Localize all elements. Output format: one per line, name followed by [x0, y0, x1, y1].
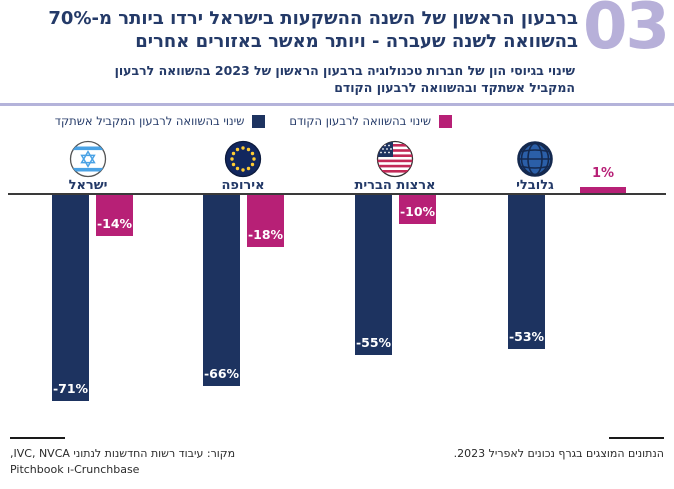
eu-flag-icon [224, 140, 262, 178]
bar-europe-yoy: -66% [203, 195, 240, 386]
subtitle-line-2: המקביל אשתקד ובהשוואה לרבעון הקודם [334, 80, 575, 95]
data-validity-note: הנתונים המוצגים בגרף נכונים לאפריל 2023. [453, 447, 664, 460]
bar-value-label: 1% [591, 166, 615, 181]
page-title: ברבעון הראשון של השנה ההשקעות בישראל ירד… [15, 7, 578, 53]
subtitle-line-1: שינוי בגיוסי הון של חברות טכנולוגיה ברבע… [114, 63, 575, 78]
bar-value-label: -71% [52, 381, 89, 396]
title-line-2: בהשוואה לשנה שעברה - ויותר מאשר באזורים … [135, 31, 578, 52]
source-line-2: Crunchbase-ו Pitchbook [10, 463, 140, 476]
bar-usa-qoq: -10% [399, 195, 436, 224]
bar-value-label: -10% [399, 204, 436, 219]
bar-value-label: -18% [247, 227, 284, 242]
bar-usa-yoy: -55% [355, 195, 392, 355]
legend-swatch-navy-icon [252, 114, 266, 128]
legend-swatch-pink-icon [439, 114, 452, 128]
bar-value-label: -55% [355, 335, 392, 350]
bar-chart: ישראל -71% -14% אירופה -66% -18% [0, 138, 674, 428]
legend-label-qoq: שינוי בהשוואה לרבעון הקודם [289, 114, 431, 128]
lavender-divider [0, 103, 674, 106]
bar-global-yoy: -53% [508, 195, 545, 349]
chart-legend: שינוי בהשוואה לרבעון המקביל אשתקד שינוי … [0, 113, 452, 129]
bar-israel-yoy: -71% [52, 195, 89, 401]
bar-europe-qoq: -18% [247, 195, 284, 247]
legend-label-yoy: שינוי בהשוואה לרבעון המקביל אשתקד [54, 114, 245, 128]
category-label-europe: אירופה [221, 178, 265, 193]
us-flag-icon [376, 140, 414, 178]
israel-flag-icon [69, 140, 107, 178]
globe-icon [516, 140, 554, 178]
data-note-divider-line [609, 437, 664, 439]
source-note: מקור: עיבוד רשות החדשנות לנתוני IVC, NVC… [10, 446, 310, 478]
bar-value-label: -53% [508, 329, 545, 344]
category-label-usa: ארצות הברית [354, 178, 436, 193]
bar-value-label: -14% [96, 216, 133, 231]
bar-global-qoq: 1% [580, 166, 626, 193]
chart-subtitle: שינוי בגיוסי הון של חברות טכנולוגיה ברבע… [15, 62, 575, 96]
bar-israel-qoq: -14% [96, 195, 133, 236]
bar-value-label: -66% [203, 366, 240, 381]
category-label-global: גלובלי [516, 178, 554, 193]
source-line-1: מקור: עיבוד רשות החדשנות לנתוני IVC, NVC… [10, 447, 236, 460]
section-number: 03 [582, 0, 670, 64]
title-line-1: ברבעון הראשון של השנה ההשקעות בישראל ירד… [48, 8, 578, 29]
category-label-israel: ישראל [68, 178, 108, 193]
x-axis-line [8, 193, 666, 195]
source-divider-line [10, 437, 65, 439]
